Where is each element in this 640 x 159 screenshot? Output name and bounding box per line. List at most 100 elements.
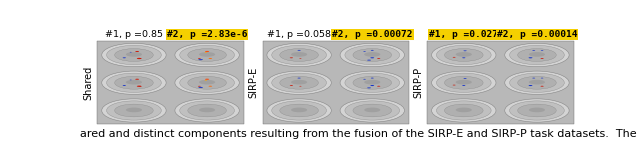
Ellipse shape — [456, 52, 472, 57]
Ellipse shape — [139, 86, 141, 87]
Ellipse shape — [102, 99, 166, 122]
Text: #1, p =0.027: #1, p =0.027 — [429, 30, 499, 39]
Ellipse shape — [340, 99, 404, 122]
Ellipse shape — [444, 49, 483, 61]
Text: ared and distinct components resulting from the fusion of the SIRP-E and SIRP-P : ared and distinct components resulting f… — [80, 129, 637, 139]
Ellipse shape — [135, 51, 139, 52]
Ellipse shape — [364, 79, 366, 80]
Ellipse shape — [463, 78, 467, 79]
Ellipse shape — [371, 85, 374, 86]
Ellipse shape — [291, 52, 307, 57]
Ellipse shape — [444, 104, 483, 117]
Ellipse shape — [102, 43, 166, 67]
Ellipse shape — [180, 101, 234, 120]
Ellipse shape — [532, 50, 535, 51]
Text: #2, p =2.83e-6: #2, p =2.83e-6 — [167, 30, 247, 39]
Ellipse shape — [364, 52, 380, 57]
Ellipse shape — [518, 49, 556, 61]
Ellipse shape — [436, 101, 491, 120]
Ellipse shape — [175, 71, 239, 94]
Ellipse shape — [115, 104, 153, 117]
Ellipse shape — [175, 99, 239, 122]
Ellipse shape — [431, 43, 496, 67]
Ellipse shape — [463, 50, 467, 51]
Ellipse shape — [199, 108, 215, 112]
Ellipse shape — [107, 73, 161, 92]
Ellipse shape — [505, 71, 569, 94]
Ellipse shape — [291, 80, 307, 84]
Ellipse shape — [115, 49, 153, 61]
FancyBboxPatch shape — [428, 41, 573, 124]
Ellipse shape — [188, 49, 227, 61]
Ellipse shape — [364, 51, 366, 52]
Ellipse shape — [137, 58, 141, 59]
Ellipse shape — [529, 85, 532, 86]
Ellipse shape — [139, 58, 141, 59]
Ellipse shape — [364, 108, 380, 112]
Ellipse shape — [298, 78, 301, 79]
Ellipse shape — [280, 76, 319, 89]
Ellipse shape — [135, 79, 139, 80]
FancyBboxPatch shape — [262, 41, 409, 124]
Ellipse shape — [300, 86, 301, 87]
Ellipse shape — [272, 101, 326, 120]
FancyBboxPatch shape — [97, 41, 244, 124]
Ellipse shape — [367, 60, 371, 61]
Ellipse shape — [371, 50, 374, 51]
Ellipse shape — [541, 50, 543, 51]
Ellipse shape — [188, 104, 227, 117]
Ellipse shape — [541, 58, 544, 59]
Ellipse shape — [541, 86, 544, 87]
Ellipse shape — [529, 108, 545, 112]
Text: #1, p =0.058: #1, p =0.058 — [267, 30, 331, 39]
Ellipse shape — [353, 49, 392, 61]
Ellipse shape — [198, 59, 203, 60]
Ellipse shape — [371, 78, 374, 79]
Ellipse shape — [509, 73, 564, 92]
Ellipse shape — [529, 80, 545, 84]
Ellipse shape — [298, 50, 301, 51]
Ellipse shape — [180, 73, 234, 92]
Ellipse shape — [272, 45, 326, 65]
Ellipse shape — [198, 87, 203, 88]
Text: SIRP-E: SIRP-E — [248, 67, 259, 98]
Ellipse shape — [462, 85, 465, 86]
Text: #1, p =0.85: #1, p =0.85 — [105, 30, 163, 39]
Ellipse shape — [509, 101, 564, 120]
Ellipse shape — [436, 73, 491, 92]
Ellipse shape — [452, 85, 456, 86]
Ellipse shape — [529, 57, 532, 58]
Ellipse shape — [267, 43, 332, 67]
Ellipse shape — [291, 108, 307, 112]
Ellipse shape — [345, 73, 399, 92]
Ellipse shape — [456, 108, 472, 112]
Ellipse shape — [431, 99, 496, 122]
Ellipse shape — [267, 71, 332, 94]
Ellipse shape — [115, 76, 153, 89]
Ellipse shape — [175, 43, 239, 67]
Ellipse shape — [377, 58, 380, 59]
Ellipse shape — [107, 101, 161, 120]
Ellipse shape — [345, 45, 399, 65]
Ellipse shape — [205, 51, 209, 52]
Ellipse shape — [456, 80, 472, 84]
Ellipse shape — [431, 71, 496, 94]
Ellipse shape — [300, 58, 301, 59]
Ellipse shape — [126, 108, 142, 112]
Ellipse shape — [198, 58, 201, 59]
Ellipse shape — [377, 86, 380, 87]
Ellipse shape — [209, 58, 212, 59]
Ellipse shape — [205, 79, 209, 80]
Ellipse shape — [102, 71, 166, 94]
Ellipse shape — [267, 99, 332, 122]
Ellipse shape — [199, 52, 215, 57]
Ellipse shape — [367, 87, 371, 88]
Ellipse shape — [137, 86, 141, 87]
Ellipse shape — [340, 43, 404, 67]
Ellipse shape — [280, 104, 319, 117]
Ellipse shape — [364, 80, 380, 84]
Ellipse shape — [353, 104, 392, 117]
Ellipse shape — [280, 49, 319, 61]
Text: SIRP-P: SIRP-P — [413, 67, 423, 98]
Ellipse shape — [353, 76, 392, 89]
